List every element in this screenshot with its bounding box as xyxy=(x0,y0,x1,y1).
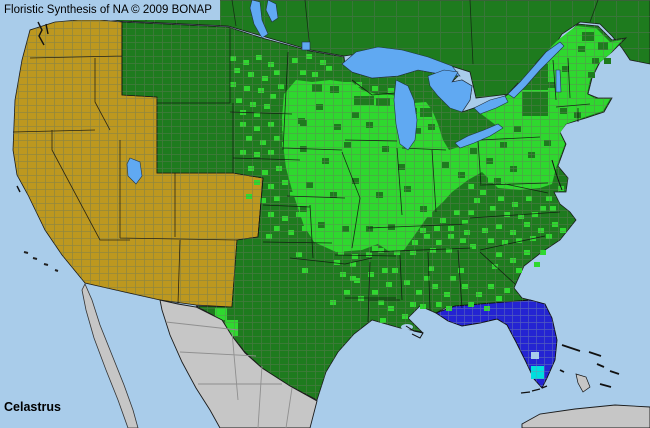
florida-keys xyxy=(520,385,548,394)
county-grid-east xyxy=(122,22,626,400)
mexico-state-lines xyxy=(165,321,293,428)
region-baja xyxy=(81,283,139,428)
title-backdrop xyxy=(0,0,220,20)
county-grid-florida xyxy=(436,300,557,388)
lake-okeechobee xyxy=(531,352,539,359)
bahamas-cays xyxy=(559,344,620,388)
mississippi-delta xyxy=(405,325,424,339)
state-borders-central xyxy=(229,51,463,323)
st-lawrence-river xyxy=(507,41,565,99)
lake-champlain xyxy=(555,69,562,93)
county-marker xyxy=(540,250,546,255)
taxon-label: Celastrus xyxy=(4,400,61,414)
region-mexico xyxy=(159,299,318,428)
lake-of-the-woods xyxy=(301,41,311,51)
region-cuba xyxy=(521,404,650,428)
lake-erie xyxy=(454,123,504,149)
map-title: Floristic Synthesis of NA © 2009 BONAP xyxy=(4,4,212,16)
state-borders-east xyxy=(351,57,591,285)
lake-winnipeg xyxy=(249,0,269,39)
lake-huron xyxy=(427,69,473,113)
great-salt-lake xyxy=(126,157,143,185)
county-marker xyxy=(534,262,540,267)
andros-island xyxy=(575,373,591,393)
sf-bay xyxy=(16,185,21,193)
lake-superior xyxy=(341,46,461,79)
puget-sound xyxy=(37,21,49,46)
lake-winnipegosis xyxy=(265,0,279,23)
county-marker xyxy=(604,58,611,64)
chesapeake-bay xyxy=(551,159,563,191)
state-borders-west xyxy=(12,25,264,305)
channel-islands xyxy=(23,251,59,272)
lake-ontario xyxy=(473,95,509,115)
lake-michigan xyxy=(393,79,418,151)
bahamas-islands xyxy=(559,344,620,393)
lakes xyxy=(126,0,565,185)
